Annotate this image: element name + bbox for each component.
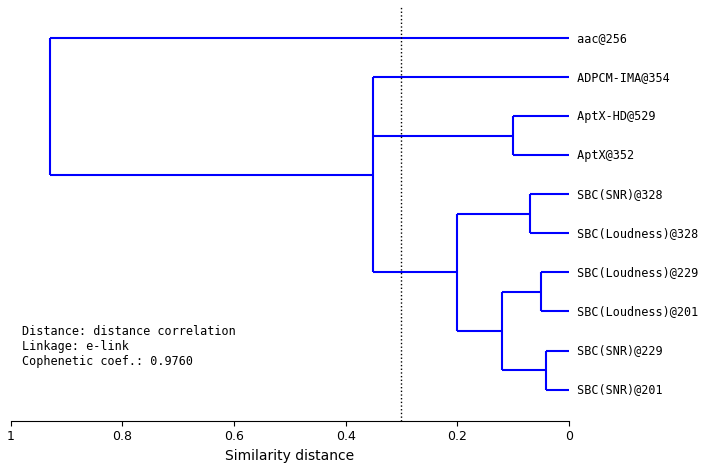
Text: SBC(Loudness)@328: SBC(Loudness)@328 [570, 227, 698, 240]
Text: SBC(Loudness)@201: SBC(Loudness)@201 [570, 305, 698, 318]
X-axis label: Similarity distance: Similarity distance [225, 449, 355, 463]
Text: SBC(Loudness)@229: SBC(Loudness)@229 [570, 266, 698, 279]
Text: ADPCM-IMA@354: ADPCM-IMA@354 [570, 70, 670, 84]
Text: SBC(SNR)@229: SBC(SNR)@229 [570, 344, 663, 357]
Text: aac@256: aac@256 [570, 31, 627, 45]
Text: Distance: distance correlation
Linkage: e-link
Cophenetic coef.: 0.9760: Distance: distance correlation Linkage: … [22, 325, 235, 368]
Text: SBC(SNR)@328: SBC(SNR)@328 [570, 188, 663, 201]
Text: AptX-HD@529: AptX-HD@529 [570, 110, 656, 123]
Text: AptX@352: AptX@352 [570, 149, 634, 162]
Text: SBC(SNR)@201: SBC(SNR)@201 [570, 383, 663, 396]
